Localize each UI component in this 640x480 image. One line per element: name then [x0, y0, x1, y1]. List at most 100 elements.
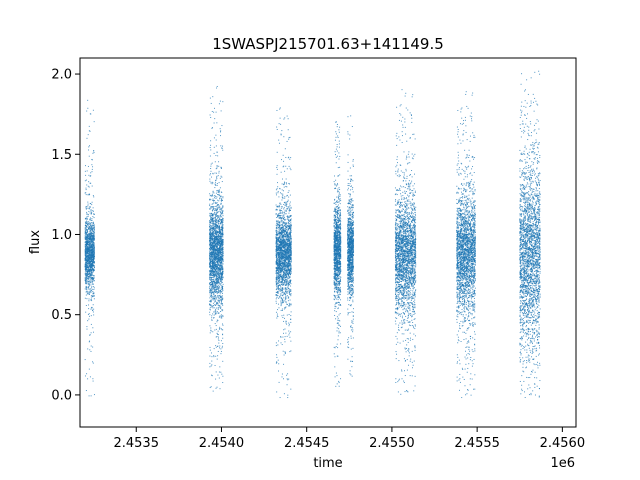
data-point: [220, 328, 222, 330]
data-point: [277, 271, 279, 273]
data-point: [92, 304, 94, 306]
data-point: [215, 254, 217, 256]
data-point: [209, 254, 211, 256]
data-point: [221, 210, 223, 212]
data-point: [214, 245, 216, 247]
data-point: [219, 265, 221, 267]
data-point: [92, 221, 94, 223]
data-point: [218, 300, 220, 302]
data-point: [222, 298, 224, 300]
data-point: [216, 248, 218, 250]
data-point: [86, 258, 88, 260]
data-point: [286, 253, 288, 255]
data-point: [89, 334, 91, 336]
data-point: [213, 311, 215, 313]
data-point: [212, 243, 214, 245]
data-point: [212, 229, 214, 231]
data-point: [215, 179, 217, 181]
data-point: [89, 261, 91, 263]
data-point: [216, 319, 218, 321]
data-point: [87, 215, 89, 217]
data-point: [91, 236, 93, 238]
data-point: [209, 283, 211, 285]
data-point: [89, 247, 91, 249]
data-point: [209, 249, 211, 251]
data-point: [92, 250, 94, 252]
data-point: [88, 246, 90, 248]
data-point: [285, 247, 287, 249]
data-point: [217, 222, 219, 224]
data-point: [89, 276, 91, 278]
data-point: [214, 211, 216, 213]
data-point: [220, 215, 222, 217]
data-point: [211, 360, 213, 362]
data-point: [212, 279, 214, 281]
data-point: [220, 167, 222, 169]
data-point: [85, 222, 87, 224]
data-point: [91, 246, 93, 248]
data-point: [219, 240, 221, 242]
data-point: [85, 238, 87, 240]
data-point: [213, 240, 215, 242]
data-point: [91, 273, 93, 275]
data-point: [209, 247, 211, 249]
data-point: [212, 262, 214, 264]
data-point: [221, 221, 223, 223]
data-point: [88, 223, 90, 225]
data-point: [89, 265, 91, 267]
data-point: [92, 262, 94, 264]
data-point: [92, 260, 94, 262]
data-point: [220, 296, 222, 298]
data-point: [218, 277, 220, 279]
data-point: [281, 268, 283, 270]
data-point: [221, 147, 223, 149]
data-point: [93, 268, 95, 270]
data-point: [210, 207, 212, 209]
data-point: [215, 312, 217, 314]
data-point: [280, 243, 282, 245]
data-point: [216, 253, 218, 255]
data-point: [89, 239, 91, 241]
data-point: [221, 291, 223, 293]
data-point: [210, 168, 212, 170]
data-point: [91, 264, 93, 266]
data-point: [220, 265, 222, 267]
data-point: [209, 355, 211, 357]
data-point: [213, 251, 215, 253]
data-point: [209, 234, 211, 236]
data-point: [84, 271, 86, 273]
data-point: [213, 248, 215, 250]
data-point: [87, 255, 89, 257]
data-point: [92, 152, 94, 154]
data-point: [88, 257, 90, 259]
data-point: [221, 207, 223, 209]
data-point: [276, 278, 278, 280]
data-point: [215, 241, 217, 243]
data-point: [278, 307, 280, 309]
data-point: [281, 292, 283, 294]
data-point: [89, 238, 91, 240]
data-point: [84, 288, 86, 290]
data-point: [89, 237, 91, 239]
data-point: [215, 243, 217, 245]
data-point: [281, 219, 283, 221]
data-point: [91, 258, 93, 260]
data-point: [93, 278, 95, 280]
data-point: [285, 203, 287, 205]
data-point: [89, 219, 91, 221]
data-point: [92, 283, 94, 285]
data-point: [84, 278, 86, 280]
data-point: [280, 281, 282, 283]
data-point: [213, 252, 215, 254]
data-point: [281, 288, 283, 290]
data-point: [89, 217, 91, 219]
data-point: [87, 226, 89, 228]
data-point: [219, 214, 221, 216]
data-point: [86, 230, 88, 232]
data-point: [209, 314, 211, 316]
data-point: [209, 155, 211, 157]
data-point: [85, 285, 87, 287]
data-point: [214, 323, 216, 325]
data-point: [84, 274, 86, 276]
data-point: [87, 256, 89, 258]
